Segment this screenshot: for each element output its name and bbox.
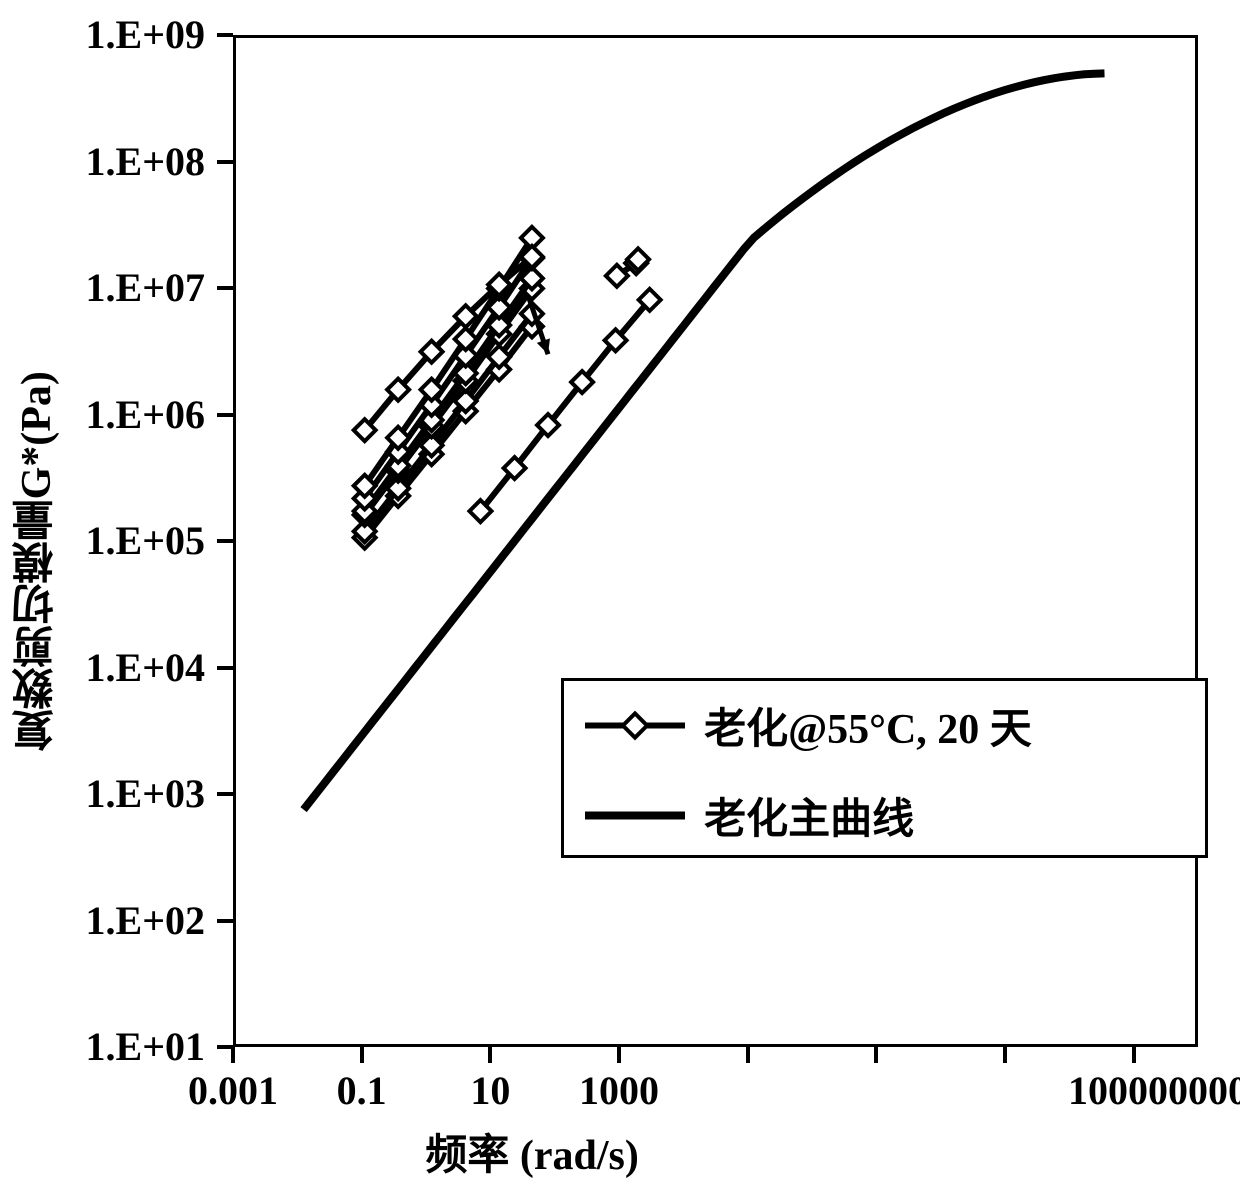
x-tick [617,1047,621,1063]
y-tick-label: 1.E+03 [0,770,205,817]
y-tick [217,666,233,670]
y-tick-label: 1.E+07 [0,264,205,311]
y-tick [217,286,233,290]
x-tick-label: 10 [466,1067,514,1114]
x-tick [874,1047,878,1063]
legend-label: 老化@55°C, 20 天 [704,695,1032,756]
x-tick [488,1047,492,1063]
y-tick [217,413,233,417]
x-tick [360,1047,364,1063]
x-axis-label: 频率 (rad/s) [233,1121,831,1182]
y-tick [217,792,233,796]
y-tick [217,33,233,37]
y-tick-label: 1.E+09 [0,11,205,58]
x-tick [1132,1047,1136,1063]
y-tick-label: 1.E+08 [0,138,205,185]
y-tick-label: 1.E+04 [0,644,205,691]
x-tick [231,1047,235,1063]
legend-marker-line-icon [580,694,690,757]
legend-row: 老化@55°C, 20 天 [580,694,1032,757]
legend: 老化@55°C, 20 天老化主曲线 [561,678,1208,858]
y-tick [217,919,233,923]
plot-area [233,35,1198,1047]
legend-label: 老化主曲线 [704,785,914,846]
shift-arrow-head-icon [537,338,550,354]
y-tick-label: 1.E+02 [0,897,205,944]
y-tick-label: 1.E+06 [0,391,205,438]
x-tick [1003,1047,1007,1063]
x-tick-label: 0.1 [326,1067,398,1114]
legend-line-icon [580,784,690,847]
legend-row: 老化主曲线 [580,784,914,847]
y-tick [217,539,233,543]
aged-series-line [365,314,532,532]
y-tick [217,160,233,164]
plot-svg [236,38,1201,1050]
x-tick-label: 1000 [571,1067,667,1114]
x-tick-label: 0.001 [173,1067,293,1114]
x-tick-label: 1000000000000 [1042,1067,1240,1114]
y-tick-label: 1.E+01 [0,1023,205,1070]
x-tick [746,1047,750,1063]
y-tick-label: 1.E+05 [0,517,205,564]
chart-root: 复数剪切模量G*(Pa) 频率 (rad/s) 老化@55°C, 20 天老化主… [0,0,1240,1204]
